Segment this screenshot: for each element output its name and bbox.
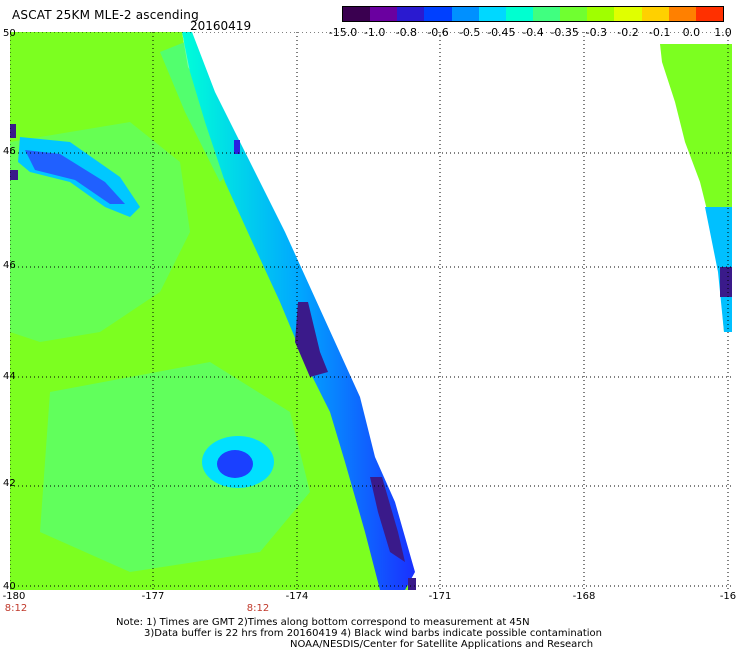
map-grid [10, 32, 732, 590]
swath-edge-dark [295, 302, 328, 377]
time-label-mid: 8:12 [246, 603, 270, 614]
longitude-label: -171 [428, 591, 452, 602]
latitude-label: 46 [3, 260, 16, 271]
swath-east-edge [705, 207, 732, 332]
swath-east-dark [720, 267, 732, 297]
colorbar-segment [587, 7, 615, 21]
colorbar-segment [532, 7, 561, 21]
latitude-label: 44 [3, 371, 16, 382]
colorbar-segment [505, 7, 533, 21]
colorbar-tick-label: -0.5 [458, 26, 481, 39]
longitude-label: -16 [719, 591, 737, 602]
colorbar-segment [370, 7, 398, 21]
colorbar-segment [614, 7, 642, 21]
note-line-3: NOAA/NESDIS/Center for Satellite Applica… [290, 639, 594, 650]
longitude-label: -174 [285, 591, 309, 602]
note-line-2: 3)Data buffer is 22 hrs from 20160419 4)… [144, 628, 602, 639]
colorbar-tick-label: -0.4 [522, 26, 544, 39]
chart-date: 20160419 [190, 19, 252, 33]
latitude-label: 50 [3, 28, 16, 39]
colorbar-tick-label: -0.35 [550, 26, 579, 39]
chart-title: ASCAT 25KM MLE-2 ascending [12, 8, 199, 22]
colorbar-tick-label: -0.2 [617, 26, 639, 39]
longitude-label: -180 [2, 591, 26, 602]
longitude-label: -168 [572, 591, 596, 602]
latitude-label: 42 [3, 478, 16, 489]
colorbar-segment [478, 7, 506, 21]
time-label-west: 8:12 [4, 603, 28, 614]
colorbar-segment [695, 7, 723, 21]
dark-pixel-west-2 [10, 170, 18, 180]
colorbar-tick-label: -0.45 [487, 26, 516, 39]
swath-edge-dark-2 [370, 477, 405, 562]
map-plot [10, 32, 732, 590]
colorbar-segment [424, 7, 452, 21]
swath-east [660, 44, 732, 332]
colorbar-tick-label: -0.3 [585, 26, 608, 39]
swath-green-2 [40, 362, 310, 572]
swath-edge-dark-4 [234, 140, 240, 154]
note-line-1: Note: 1) Times are GMT 2)Times along bot… [116, 617, 530, 628]
dark-pixel-west-1 [10, 124, 16, 138]
blue-feature-south-core [217, 450, 253, 478]
colorbar-segment [397, 7, 425, 21]
colorbar-segment [343, 7, 371, 21]
colorbar-segment [560, 7, 588, 21]
colorbar [342, 6, 724, 22]
colorbar-tick-label: 0.0 [682, 26, 701, 39]
latitude-label: 46 [3, 146, 16, 157]
longitude-label: -177 [141, 591, 165, 602]
latitude-label: 40 [3, 581, 16, 592]
colorbar-segment [641, 7, 669, 21]
colorbar-segment [668, 7, 696, 21]
blue-feature-north-core [25, 150, 125, 204]
colorbar-segment [451, 7, 479, 21]
swath-edge-dark-3 [408, 578, 416, 590]
colorbar-tick-label: -0.1 [648, 26, 671, 39]
